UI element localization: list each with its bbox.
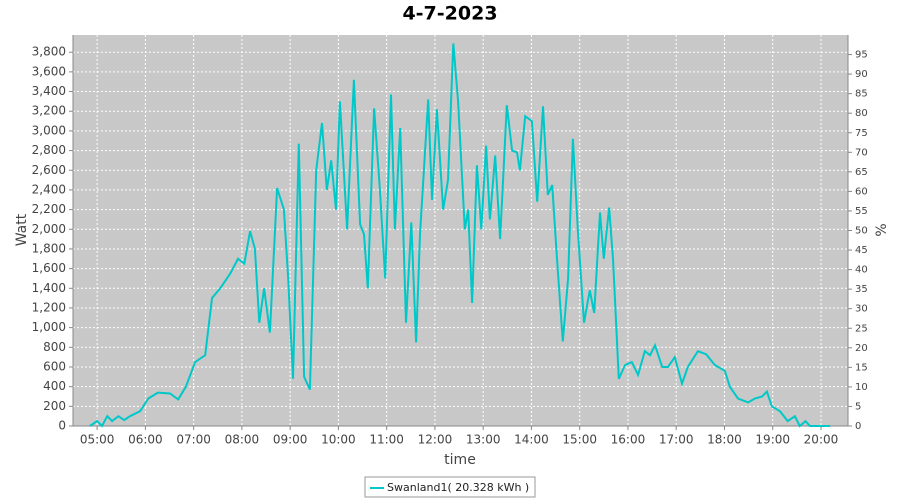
x-tick-label: 13:00 xyxy=(466,433,501,447)
y-tick-label: 2,800 xyxy=(32,143,66,157)
y2-tick-label: 10 xyxy=(855,382,868,393)
x-tick-label: 10:00 xyxy=(321,433,356,447)
x-tick-label: 18:00 xyxy=(707,433,742,447)
y-tick-label: 3,800 xyxy=(32,45,66,59)
y-tick-label: 3,600 xyxy=(32,64,66,78)
y2-tick-label: 5 xyxy=(855,401,861,412)
y2-tick-label: 0 xyxy=(855,421,861,432)
x-tick-label: 07:00 xyxy=(176,433,211,447)
y-tick-label: 0 xyxy=(58,419,66,433)
series-line xyxy=(89,43,831,428)
y2-tick-label: 60 xyxy=(855,186,868,197)
y-tick-label: 600 xyxy=(43,359,66,373)
y2-tick-label: 75 xyxy=(855,128,868,139)
y-tick-label: 2,400 xyxy=(32,182,66,196)
y2-tick-label: 45 xyxy=(855,245,868,256)
y2-tick-label: 25 xyxy=(855,323,868,334)
x-tick-label: 14:00 xyxy=(514,433,549,447)
x-tick-label: 20:00 xyxy=(804,433,839,447)
x-tick-label: 17:00 xyxy=(659,433,694,447)
y2-tick-label: 80 xyxy=(855,108,868,119)
x-tick-label: 11:00 xyxy=(369,433,404,447)
x-tick-label: 09:00 xyxy=(273,433,308,447)
y2-tick-label: 70 xyxy=(855,147,868,158)
x-tick-label: 19:00 xyxy=(755,433,790,447)
y-tick-label: 1,200 xyxy=(32,300,66,314)
y-tick-label: 3,000 xyxy=(32,123,66,137)
y-tick-label: 2,200 xyxy=(32,202,66,216)
y2-tick-label: 95 xyxy=(855,50,868,61)
y2-tick-label: 20 xyxy=(855,343,868,354)
y2-tick-label: 65 xyxy=(855,167,868,178)
x-tick-label: 08:00 xyxy=(225,433,260,447)
y2-tick-label: 85 xyxy=(855,89,868,100)
x-axis-label: time xyxy=(444,452,476,468)
x-tick-label: 16:00 xyxy=(611,433,646,447)
y-tick-label: 2,000 xyxy=(32,222,66,236)
y-tick-label: 200 xyxy=(43,399,66,413)
y2-tick-label: 30 xyxy=(855,304,868,315)
y-tick-label: 1,400 xyxy=(32,281,66,295)
y2-tick-label: 40 xyxy=(855,265,868,276)
x-tick-label: 06:00 xyxy=(128,433,163,447)
y-tick-label: 1,600 xyxy=(32,261,66,275)
legend-box xyxy=(364,476,536,498)
y2-tick-label: 90 xyxy=(855,69,868,80)
plot-area xyxy=(73,35,848,426)
y2-tick-label: 55 xyxy=(855,206,868,217)
y-tick-label: 800 xyxy=(43,340,66,354)
x-tick-label: 12:00 xyxy=(418,433,453,447)
y-tick-label: 2,600 xyxy=(32,163,66,177)
y-tick-label: 1,000 xyxy=(32,320,66,334)
x-tick-label: 05:00 xyxy=(80,433,115,447)
x-tick-label: 15:00 xyxy=(562,433,597,447)
y-tick-label: 3,400 xyxy=(32,84,66,98)
legend-label: Swanland1( 20.328 kWh ) xyxy=(387,481,529,494)
y2-tick-label: 35 xyxy=(855,284,868,295)
y-tick-label: 1,800 xyxy=(32,241,66,255)
y2-axis-label: % xyxy=(874,223,890,236)
y-tick-label: 3,200 xyxy=(32,104,66,118)
legend xyxy=(364,476,536,498)
chart-title: 4-7-2023 xyxy=(402,3,497,25)
y2-tick-label: 50 xyxy=(855,226,868,237)
y-tick-label: 400 xyxy=(43,379,66,393)
y2-tick-label: 15 xyxy=(855,362,868,373)
y-axis-label: Watt xyxy=(14,213,30,246)
